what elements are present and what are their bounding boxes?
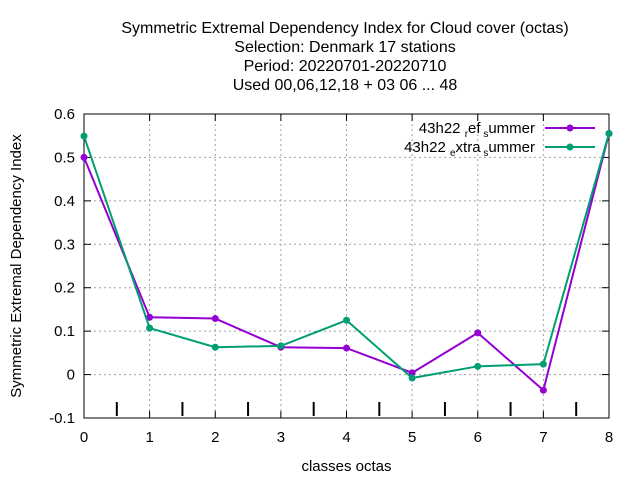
- y-tick-label: 0.2: [54, 280, 75, 297]
- x-tick-label: 5: [408, 429, 416, 446]
- legend-label: 43h22 ref summer: [419, 120, 535, 140]
- legend-marker: [566, 124, 574, 132]
- y-axis: -0.1 0 0.1 0.2 0.3 0.4 0.5 0.6: [49, 106, 609, 427]
- y-tick-label: -0.1: [49, 410, 75, 427]
- data-point: [80, 153, 88, 161]
- y-tick-label: 0.1: [54, 323, 75, 340]
- y-tick-label: 0.4: [54, 193, 75, 210]
- x-tick-label: 1: [145, 429, 153, 446]
- data-point: [605, 130, 613, 138]
- x-axis-label: classes octas: [301, 458, 391, 475]
- x-tick-label: 8: [605, 429, 613, 446]
- title-line: Period: 20220701-20220710: [244, 58, 447, 75]
- title-line: Used 00,06,12,18 + 03 06 ... 48: [233, 77, 458, 94]
- data-point: [539, 360, 547, 368]
- data-point: [211, 315, 219, 323]
- title-line: Symmetric Extremal Dependency Index for …: [121, 20, 568, 37]
- data-point: [211, 343, 219, 351]
- data-point: [408, 369, 416, 377]
- data-point: [408, 374, 416, 382]
- legend-marker: [566, 143, 574, 151]
- chart-title: Symmetric Extremal Dependency Index for …: [121, 20, 568, 94]
- class-markers: [115, 402, 578, 416]
- legend-label: 43h22 extra summer: [404, 139, 535, 159]
- data-point: [146, 324, 154, 332]
- x-tick-label: 6: [474, 429, 482, 446]
- y-tick-label: 0: [67, 367, 75, 384]
- series-layer: [80, 130, 613, 394]
- data-point: [146, 313, 154, 321]
- y-axis-label: Symmetric Extremal Dependency Index: [8, 134, 25, 398]
- x-tick-label: 0: [80, 429, 88, 446]
- data-point: [474, 362, 482, 370]
- data-point: [343, 316, 350, 324]
- data-point: [277, 342, 285, 350]
- data-point: [343, 344, 350, 352]
- y-tick-label: 0.3: [54, 236, 75, 253]
- grid: [84, 114, 609, 418]
- title-line: Selection: Denmark 17 stations: [234, 39, 455, 56]
- x-axis: 0 1 2 3 4 5 6 7 8: [80, 114, 613, 446]
- data-point: [539, 386, 547, 394]
- data-point: [474, 329, 482, 337]
- series-line: [83, 133, 610, 393]
- x-tick-label: 4: [342, 429, 350, 446]
- x-tick-label: 2: [211, 429, 219, 446]
- data-point: [80, 132, 88, 140]
- x-tick-label: 3: [277, 429, 285, 446]
- x-tick-label: 7: [539, 429, 547, 446]
- y-tick-label: 0.6: [54, 106, 75, 123]
- y-tick-label: 0.5: [54, 149, 75, 166]
